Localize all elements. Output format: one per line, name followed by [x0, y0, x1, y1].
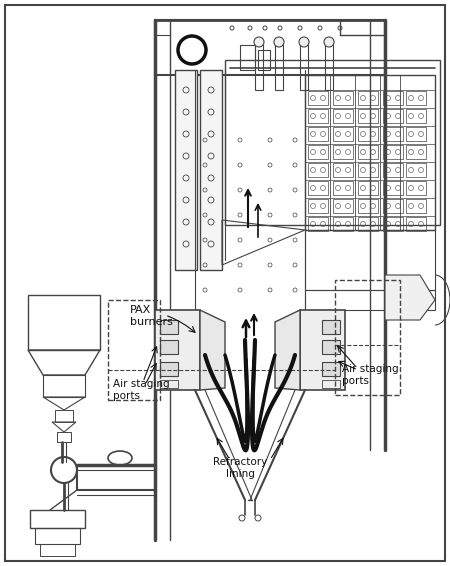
Bar: [406, 181, 426, 195]
Bar: [40, 544, 75, 556]
Bar: [333, 127, 353, 141]
Bar: [57, 432, 71, 442]
Bar: [358, 217, 378, 231]
Bar: [383, 199, 403, 213]
Bar: [28, 295, 100, 350]
Polygon shape: [275, 310, 300, 390]
Bar: [200, 70, 222, 270]
Bar: [333, 91, 353, 105]
Bar: [406, 127, 426, 141]
Bar: [333, 109, 353, 123]
Bar: [240, 45, 255, 70]
Bar: [383, 127, 403, 141]
Bar: [255, 40, 263, 90]
Polygon shape: [385, 275, 435, 320]
Bar: [160, 340, 178, 354]
Bar: [275, 40, 283, 90]
Bar: [406, 145, 426, 159]
Bar: [333, 199, 353, 213]
Bar: [383, 163, 403, 177]
Bar: [383, 181, 403, 195]
Bar: [333, 181, 353, 195]
Bar: [155, 310, 200, 390]
Bar: [43, 375, 85, 397]
Bar: [406, 217, 426, 231]
Text: PAX
burners: PAX burners: [130, 305, 173, 327]
Bar: [406, 199, 426, 213]
Bar: [55, 410, 73, 422]
Text: Refractory
lining: Refractory lining: [213, 457, 267, 479]
Bar: [358, 199, 378, 213]
Bar: [325, 40, 333, 90]
Bar: [333, 145, 353, 159]
Bar: [383, 217, 403, 231]
Bar: [358, 181, 378, 195]
Bar: [406, 91, 426, 105]
Bar: [383, 91, 403, 105]
Bar: [322, 320, 340, 334]
Bar: [308, 217, 328, 231]
Circle shape: [274, 37, 284, 47]
Bar: [308, 109, 328, 123]
Bar: [160, 320, 178, 334]
Bar: [383, 145, 403, 159]
Circle shape: [254, 37, 264, 47]
Circle shape: [324, 37, 334, 47]
Bar: [335, 280, 400, 395]
Bar: [333, 217, 353, 231]
Bar: [160, 380, 178, 388]
Bar: [160, 362, 178, 376]
Bar: [305, 75, 435, 230]
Bar: [358, 91, 378, 105]
Bar: [406, 109, 426, 123]
Bar: [35, 528, 80, 544]
Bar: [300, 310, 345, 390]
Circle shape: [299, 37, 309, 47]
Bar: [333, 163, 353, 177]
Bar: [305, 290, 435, 310]
Polygon shape: [200, 310, 225, 390]
Bar: [322, 362, 340, 376]
Bar: [308, 199, 328, 213]
Bar: [308, 91, 328, 105]
Bar: [175, 70, 197, 270]
Text: Air staging
ports: Air staging ports: [113, 379, 170, 401]
Bar: [358, 163, 378, 177]
Bar: [308, 163, 328, 177]
Bar: [108, 300, 160, 400]
Text: Air staging
ports: Air staging ports: [342, 364, 399, 386]
Bar: [358, 109, 378, 123]
Bar: [308, 181, 328, 195]
Bar: [308, 127, 328, 141]
Bar: [300, 40, 308, 90]
Bar: [358, 127, 378, 141]
Bar: [258, 50, 270, 70]
Bar: [225, 60, 440, 225]
Bar: [322, 340, 340, 354]
Bar: [383, 109, 403, 123]
Bar: [155, 20, 385, 75]
Bar: [305, 230, 435, 290]
Bar: [30, 510, 85, 528]
Bar: [406, 163, 426, 177]
Bar: [322, 380, 340, 388]
Bar: [308, 145, 328, 159]
Bar: [358, 145, 378, 159]
